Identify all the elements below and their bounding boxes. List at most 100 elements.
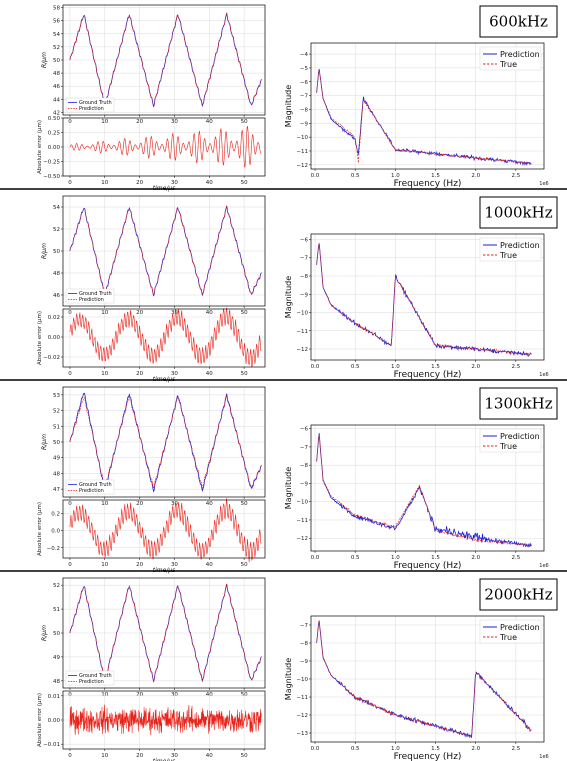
y-axis-label: Absolute error (μm)	[37, 502, 43, 556]
y-tick-label: 56	[53, 19, 60, 25]
y-tick-label: −7	[300, 623, 309, 629]
legend-label-true: True	[499, 251, 517, 260]
y-tick-label: 0.01	[48, 694, 60, 700]
y-tick-label: −8	[300, 107, 309, 113]
y-axis-label: R/μm	[41, 243, 48, 259]
frequency-label: 2000kHz	[484, 586, 552, 604]
y-tick-label: −11	[296, 518, 308, 524]
frequency-label-box	[479, 578, 558, 611]
x-tick-label: 1.0	[391, 746, 400, 752]
y-tick-label: −11	[296, 329, 308, 335]
legend-label-prediction: Prediction	[79, 297, 104, 303]
x-tick-label: 1.5	[431, 364, 440, 370]
x-tick-label: 0.0	[311, 173, 320, 179]
x-tick-label: 30	[171, 371, 178, 377]
frequency-label: 600kHz	[489, 13, 548, 31]
y-tick-label: 47	[53, 487, 60, 493]
y-tick-label: 0.00	[48, 335, 61, 341]
legend-box	[65, 670, 115, 686]
y-tick-label: 58	[53, 6, 60, 12]
y-tick-label: 46	[53, 84, 60, 90]
panel-600kHz: 0 10 20 30 40 50 42 44 46 48 50 52 54 56 58 R/μm Ground …	[37, 4, 558, 192]
x-tick-label: 1.0	[391, 555, 400, 561]
prediction-spectrum-line	[316, 243, 532, 357]
y-tick-label: 0.0	[51, 529, 60, 535]
error-plot: 0 10 20 30 40 50 −0.02 0.00 0.02 Absolute error (…	[37, 307, 266, 383]
y-axis-label: Absolute error (μm)	[37, 693, 43, 747]
frequency-label-box	[479, 5, 558, 38]
x-tick-label: 20	[136, 562, 143, 568]
y-axis-label: Magnitude	[284, 467, 293, 509]
y-tick-label: 50	[53, 249, 60, 255]
prediction-line	[69, 395, 262, 490]
y-axis-label: Absolute error (μm)	[37, 311, 43, 365]
y-tick-label: 44	[53, 97, 60, 103]
error-line	[69, 126, 262, 168]
x-axis-exponent: 1e6	[539, 563, 548, 569]
y-tick-label: 48	[53, 71, 60, 77]
y-tick-label: −10	[296, 311, 308, 317]
x-tick-label: 10	[101, 371, 108, 377]
legend-label-prediction: Prediction	[79, 488, 104, 494]
legend-label-true: True	[499, 60, 517, 69]
axes-frame	[62, 499, 266, 559]
y-tick-label: 0.50	[48, 116, 61, 122]
y-tick-label: 52	[53, 409, 60, 415]
y-tick-label: 48	[53, 271, 60, 277]
y-tick-label: 51	[53, 424, 60, 430]
y-tick-label: 51	[53, 607, 60, 613]
x-tick-label: 1.5	[431, 555, 440, 561]
error-line	[69, 704, 262, 736]
y-tick-label: 49	[53, 456, 60, 462]
axes-frame	[62, 117, 266, 177]
x-tick-label: 50	[241, 371, 248, 377]
legend-label-prediction: Prediction	[500, 432, 540, 441]
x-tick-label: 50	[241, 180, 248, 186]
x-tick-label: 2.5	[512, 173, 521, 179]
y-tick-label: −12	[296, 713, 308, 719]
y-tick-label: −0.2	[47, 546, 60, 552]
true-spectrum-line	[316, 68, 532, 165]
x-tick-label: 1.0	[391, 173, 400, 179]
y-tick-label: −7	[300, 445, 309, 451]
legend-box	[65, 288, 115, 304]
y-tick-label: 50	[53, 440, 60, 446]
y-tick-label: −0.02	[43, 355, 60, 361]
y-tick-label: −10	[296, 500, 308, 506]
frequency-label: 1000kHz	[484, 204, 552, 222]
y-tick-label: −12	[296, 163, 308, 169]
y-tick-label: 52	[53, 45, 60, 51]
y-tick-label: −6	[300, 427, 309, 433]
x-tick-label: 0.0	[311, 746, 320, 752]
y-tick-label: −11	[296, 149, 308, 155]
legend-label-ground-truth: Ground Truth	[79, 673, 112, 679]
legend-label-ground-truth: Ground Truth	[79, 482, 112, 488]
y-tick-label: 48	[53, 471, 60, 477]
legend-label-prediction: Prediction	[500, 241, 540, 250]
x-tick-label: 10	[101, 180, 108, 186]
y-axis-label: R/μm	[41, 434, 48, 450]
x-tick-label: 2.0	[471, 555, 480, 561]
x-tick-label: 2.5	[512, 555, 521, 561]
x-tick-label: 0	[68, 371, 72, 377]
x-tick-label: 0.0	[311, 555, 320, 561]
y-axis-label: R/μm	[41, 52, 48, 68]
y-tick-label: 0.00	[48, 718, 61, 724]
x-tick-label: 0	[68, 180, 72, 186]
axes-frame	[62, 690, 266, 750]
x-axis-label: time/μs	[153, 758, 176, 761]
y-tick-label: −11	[296, 695, 308, 701]
x-tick-label: 2.0	[471, 173, 480, 179]
y-tick-label: 52	[53, 583, 60, 589]
y-tick-label: −9	[300, 121, 309, 127]
y-tick-label: −12	[296, 536, 308, 542]
frequency-label-box	[479, 196, 558, 229]
y-tick-label: −12	[296, 347, 308, 353]
y-tick-label: 54	[53, 32, 60, 38]
error-plot: 0 10 20 30 40 50 −0.01 0.00 0.01 Absolute error (…	[37, 690, 266, 761]
legend-label-ground-truth: Ground Truth	[79, 291, 112, 297]
axes-frame	[310, 42, 545, 170]
x-axis-exponent: 1e6	[539, 372, 548, 378]
